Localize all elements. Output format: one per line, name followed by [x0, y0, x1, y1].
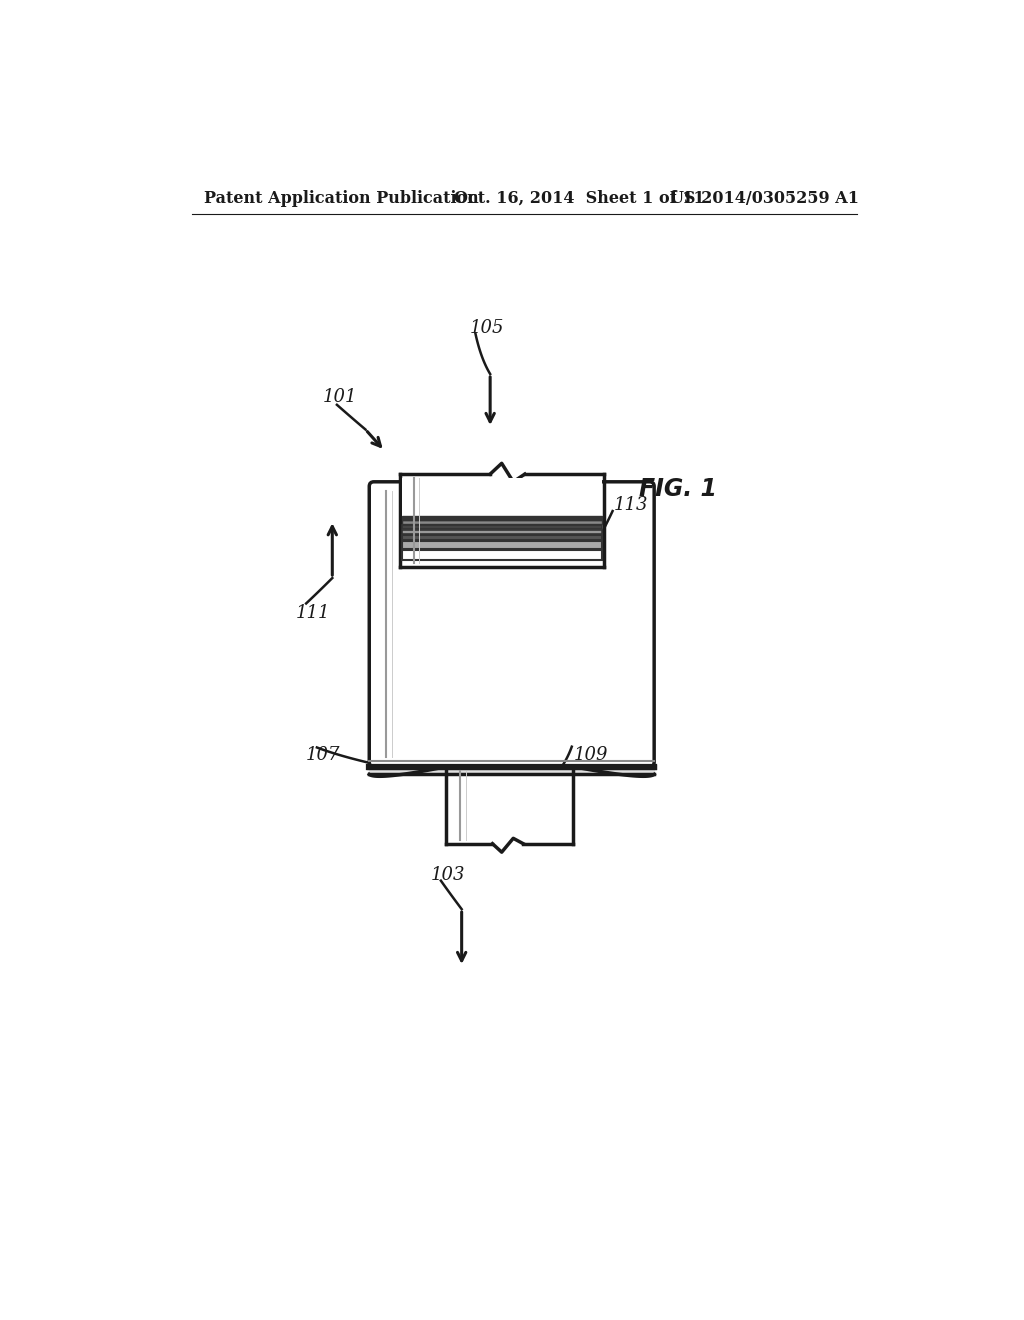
Text: 103: 103: [431, 866, 465, 883]
Text: 111: 111: [296, 603, 331, 622]
Text: US 2014/0305259 A1: US 2014/0305259 A1: [670, 190, 858, 207]
Bar: [402, 549, 602, 561]
Bar: [402, 529, 602, 535]
Text: Patent Application Publication: Patent Application Publication: [204, 190, 478, 207]
Bar: [402, 478, 602, 516]
Text: FIG. 1: FIG. 1: [639, 478, 717, 502]
Bar: [402, 535, 602, 540]
Bar: [402, 520, 602, 524]
Text: 109: 109: [573, 746, 608, 764]
Text: 107: 107: [306, 746, 341, 764]
Text: Oct. 16, 2014  Sheet 1 of 11: Oct. 16, 2014 Sheet 1 of 11: [454, 190, 705, 207]
Bar: [402, 516, 602, 520]
Text: 105: 105: [469, 319, 504, 337]
Bar: [402, 541, 602, 549]
Bar: [402, 525, 602, 529]
FancyBboxPatch shape: [370, 482, 654, 767]
Text: 101: 101: [323, 388, 357, 407]
Text: 113: 113: [614, 496, 648, 513]
